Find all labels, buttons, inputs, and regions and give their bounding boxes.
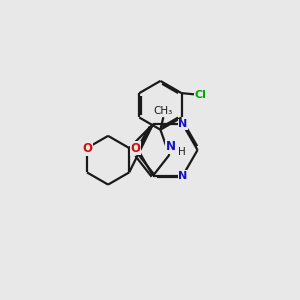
Text: N: N bbox=[166, 140, 176, 153]
Text: N: N bbox=[178, 171, 187, 181]
Text: CH₃: CH₃ bbox=[154, 106, 173, 116]
Text: O: O bbox=[82, 142, 92, 155]
Text: Cl: Cl bbox=[195, 90, 206, 100]
Text: H: H bbox=[178, 147, 186, 157]
Text: N: N bbox=[178, 119, 187, 129]
Text: O: O bbox=[130, 142, 140, 155]
